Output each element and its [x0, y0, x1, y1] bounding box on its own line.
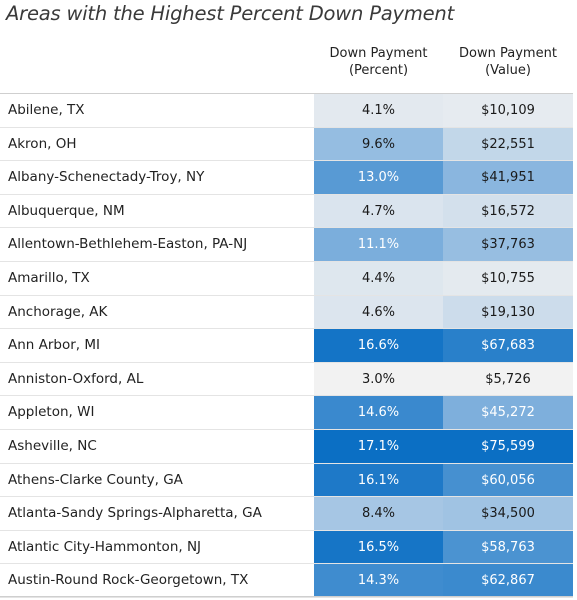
percent-cell: 14.3%: [314, 564, 443, 598]
row-divider: [0, 428, 573, 430]
value-cell: $10,109: [443, 94, 573, 128]
column-header-percent-line1: Down Payment: [329, 46, 428, 61]
row-divider: [0, 294, 573, 296]
row-divider: [0, 462, 573, 464]
area-name: Austin-Round Rock-Georgetown, TX: [8, 572, 249, 589]
value-cell: $34,500: [443, 497, 573, 531]
table-row: Akron, OH 9.6% $22,551: [0, 127, 573, 162]
area-name: Amarillo, TX: [8, 269, 90, 286]
table-bottom-divider: [0, 596, 573, 597]
row-divider: [0, 193, 573, 195]
row-divider: [0, 328, 573, 330]
table-row: Albany-Schenectady-Troy, NY 13.0% $41,951: [0, 161, 573, 195]
row-divider: [0, 126, 573, 128]
area-name: Allentown-Bethlehem-Easton, PA-NJ: [8, 236, 248, 253]
column-header-value: Down Payment (Value): [443, 45, 573, 91]
area-name: Atlantic City-Hammonton, NJ: [8, 538, 202, 555]
value-cell: $58,763: [443, 530, 573, 565]
percent-cell: 14.6%: [314, 396, 443, 430]
area-name: Atlanta-Sandy Springs-Alpharetta, GA: [8, 505, 262, 522]
area-name: Abilene, TX: [8, 102, 85, 118]
percent-cell: 13.0%: [314, 161, 443, 195]
row-divider: [0, 227, 573, 229]
percent-cell: 9.6%: [314, 127, 443, 162]
percent-cell: 3.0%: [314, 362, 443, 397]
table-row: Atlanta-Sandy Springs-Alpharetta, GA 8.4%…: [0, 497, 573, 531]
column-header-value-line1: Down Payment: [459, 46, 557, 61]
table-row: Asheville, NC 17.1% $75,599: [0, 429, 573, 464]
percent-cell: 11.1%: [314, 228, 443, 262]
area-name: Albuquerque, NM: [8, 202, 125, 219]
table-row: Amarillo, TX 4.4% $10,755: [0, 261, 573, 296]
percent-cell: 4.4%: [314, 261, 443, 296]
area-name: Athens-Clarke County, GA: [8, 471, 183, 488]
value-cell: $5,726: [443, 362, 573, 397]
value-cell: $62,867: [443, 564, 573, 598]
table-row: Atlantic City-Hammonton, NJ 16.5% $58,763: [0, 530, 573, 565]
value-cell: $67,683: [443, 329, 573, 363]
percent-cell: 4.7%: [314, 194, 443, 229]
chart-title: Areas with the Highest Percent Down Paym…: [6, 2, 455, 25]
table-row: Albuquerque, NM 4.7% $16,572: [0, 194, 573, 229]
table-row: Anniston-Oxford, AL 3.0% $5,726: [0, 362, 573, 397]
percent-cell: 4.1%: [314, 94, 443, 128]
table-row: Allentown-Bethlehem-Easton, PA-NJ 11.1% $3…: [0, 228, 573, 262]
value-cell: $60,056: [443, 463, 573, 498]
value-cell: $19,130: [443, 295, 573, 330]
table-row: Appleton, WI 14.6% $45,272: [0, 396, 573, 430]
area-name: Anniston-Oxford, AL: [8, 370, 144, 387]
area-name: Appleton, WI: [8, 404, 95, 421]
row-divider: [0, 563, 573, 565]
row-divider: [0, 496, 573, 498]
row-divider: [0, 596, 573, 598]
percent-cell: 16.5%: [314, 530, 443, 565]
value-cell: $10,755: [443, 261, 573, 296]
table-row: Anchorage, AK 4.6% $19,130: [0, 295, 573, 330]
row-divider: [0, 395, 573, 397]
area-name: Ann Arbor, MI: [8, 337, 101, 354]
value-cell: $37,763: [443, 228, 573, 262]
value-cell: $41,951: [443, 161, 573, 195]
column-header-percent-line2: (Percent): [348, 63, 409, 78]
column-header-percent: Down Payment (Percent): [314, 45, 443, 91]
table-row: Abilene, TX 4.1% $10,109: [0, 94, 573, 128]
area-name: Albany-Schenectady-Troy, NY: [8, 169, 205, 186]
row-divider: [0, 260, 573, 262]
percent-cell: 16.6%: [314, 329, 443, 363]
header-divider: [0, 93, 573, 94]
column-header-value-line2: (Value): [485, 63, 531, 78]
percent-cell: 8.4%: [314, 497, 443, 531]
area-name: Asheville, NC: [8, 437, 97, 454]
value-cell: $16,572: [443, 194, 573, 229]
heatmap-table: Abilene, TX 4.1% $10,109 Akron, OH 9.6% $22,5…: [0, 94, 573, 598]
percent-cell: 17.1%: [314, 429, 443, 464]
value-cell: $75,599: [443, 429, 573, 464]
table-row: Austin-Round Rock-Georgetown, TX 14.3% $62…: [0, 564, 573, 598]
area-name: Anchorage, AK: [8, 303, 108, 320]
row-divider: [0, 361, 573, 363]
percent-cell: 16.1%: [314, 463, 443, 498]
table-row: Ann Arbor, MI 16.6% $67,683: [0, 329, 573, 363]
value-cell: $22,551: [443, 127, 573, 162]
table-row: Athens-Clarke County, GA 16.1% $60,056: [0, 463, 573, 498]
value-cell: $45,272: [443, 396, 573, 430]
row-divider: [0, 160, 573, 162]
percent-cell: 4.6%: [314, 295, 443, 330]
area-name: Akron, OH: [8, 135, 77, 152]
row-divider: [0, 529, 573, 531]
